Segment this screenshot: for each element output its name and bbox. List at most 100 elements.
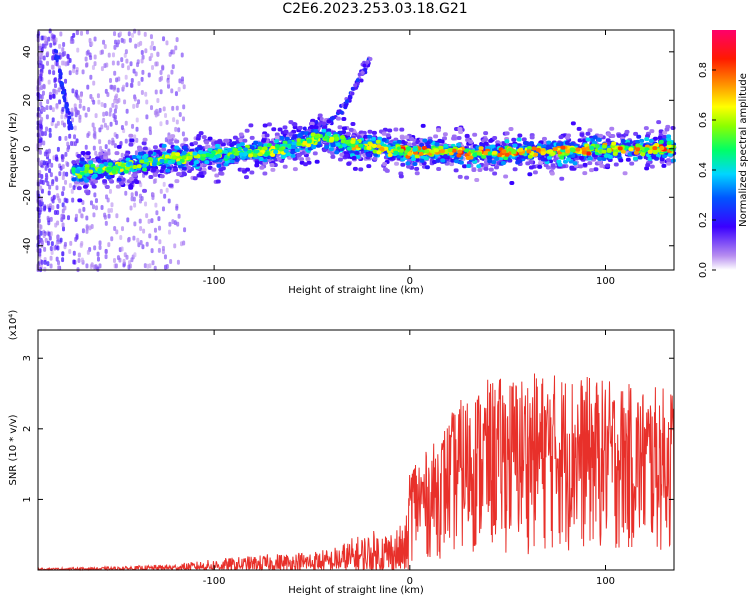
spectrogram-noise-point xyxy=(113,44,117,50)
spectrogram-noise-point xyxy=(180,76,184,82)
spectrogram-ridge-point xyxy=(576,126,582,131)
snr-y-axis-label: SNR (10 * v/v) xyxy=(8,414,19,485)
spectrogram-ridge-point xyxy=(550,163,556,168)
spectrogram-noise-point xyxy=(85,224,89,230)
spectrogram-branch-point xyxy=(350,91,355,96)
spectrogram-noise-point xyxy=(64,151,68,157)
spectrogram-noise-point xyxy=(87,106,91,112)
spectrogram-ridge-point xyxy=(447,148,453,153)
spectrogram-ridge-point xyxy=(314,159,320,164)
spectrogram-ridge-point xyxy=(297,133,303,138)
spectrogram-noise-point xyxy=(163,193,167,199)
spectrogram-points xyxy=(36,28,677,273)
spectrogram-noise-point xyxy=(39,60,43,66)
spectrogram-ridge-point xyxy=(90,163,96,168)
spectrogram-noise-point xyxy=(61,222,65,228)
spectrogram-ridge-point xyxy=(151,162,157,167)
spectrogram-noise-point xyxy=(156,51,160,57)
spectrogram-noise-point xyxy=(183,227,187,233)
spectrogram-noise-point xyxy=(133,134,137,140)
spectrogram-ridge-point xyxy=(128,133,134,138)
spectrogram-noise-point xyxy=(120,152,124,158)
spectrogram-ridge-point xyxy=(664,127,670,132)
spectrogram-ridge-point xyxy=(645,134,651,139)
spectrogram-noise-point xyxy=(109,121,113,127)
spectrogram-noise-point xyxy=(116,255,120,261)
spectrogram-ridge-point xyxy=(546,140,552,145)
spectrogram-ridge-point xyxy=(516,137,522,142)
spectrogram-noise-point xyxy=(103,63,107,69)
spectrogram-noise-point xyxy=(84,144,88,150)
spectrogram-ridge-point xyxy=(589,168,595,173)
spectrogram-ridge-point xyxy=(409,137,415,142)
colorbar-gradient xyxy=(712,30,736,270)
spectrogram-ridge-point xyxy=(414,171,420,176)
spectrogram-ridge-point xyxy=(481,154,487,159)
spectrogram-noise-point xyxy=(46,181,50,187)
spectrogram-noise-point xyxy=(109,78,113,84)
spectrogram-ridge-point xyxy=(164,154,170,159)
spectrogram-ridge-point xyxy=(652,146,658,151)
spectrogram-noise-point xyxy=(60,114,64,120)
spectrogram-noise-point xyxy=(74,236,78,242)
spectrogram-noise-point xyxy=(39,206,43,212)
spectrogram-ridge-point xyxy=(405,161,411,166)
spectrogram-ridge-point xyxy=(243,175,249,180)
spectrogram-ridge-point xyxy=(633,150,639,155)
spectrogram-noise-point xyxy=(75,69,79,75)
spectrogram-noise-point xyxy=(81,69,85,75)
spectrogram-ridge-point xyxy=(173,167,179,172)
spectrogram-ridge-point xyxy=(601,149,607,154)
spectrogram-noise-point xyxy=(49,216,53,222)
spectrogram-ridge-point xyxy=(291,129,297,134)
spectrogram-ridge-point xyxy=(454,159,460,164)
spectrogram-ridge-point xyxy=(511,149,517,154)
spectrogram-noise-point xyxy=(84,112,88,118)
spectrogram-branch-point xyxy=(359,78,364,83)
spectrogram-noise-point xyxy=(78,103,82,109)
spectrogram-ridge-point xyxy=(137,151,143,156)
spectrogram-noise-point xyxy=(73,134,77,140)
spectrogram-noise-point xyxy=(158,239,162,245)
spectrogram-ridge-point xyxy=(382,161,388,166)
spectrogram-ridge-point xyxy=(345,131,351,136)
spectrogram-ridge-point xyxy=(200,156,206,161)
spectrogram-ridge-point xyxy=(257,141,263,146)
colorbar-tick-label: 0.8 xyxy=(698,62,709,78)
spectrogram-ridge-point xyxy=(412,147,418,152)
spectrogram-noise-point xyxy=(151,195,155,201)
spectrogram-noise-point xyxy=(43,43,47,49)
spectrogram-noise-point xyxy=(172,49,176,55)
spectrogram-ridge-point xyxy=(526,145,532,150)
spectrogram-noise-point xyxy=(162,181,166,187)
spectrogram-ridge-point xyxy=(597,156,603,161)
spectrogram-ridge-point xyxy=(290,150,296,155)
spectrogram-noise-point xyxy=(172,117,176,123)
spectrogram-noise-point xyxy=(165,40,169,46)
spectrogram-noise-point xyxy=(92,99,96,105)
spectrogram-noise-point xyxy=(56,193,60,199)
spectrogram-ridge-point xyxy=(91,184,97,189)
spectrogram-ridge-point xyxy=(578,164,584,169)
spectrogram-noise-point xyxy=(53,209,57,215)
spectrogram-noise-point xyxy=(45,126,49,132)
spectrogram-noise-point xyxy=(69,141,73,147)
spectrogram-noise-point xyxy=(130,196,134,202)
spectrogram-ridge-point xyxy=(269,163,275,168)
spectrogram-ridge-point xyxy=(453,168,459,173)
spectrogram-noise-point xyxy=(129,205,133,211)
spectrogram-ridge-point xyxy=(400,162,406,167)
spectrogram-ridge-point xyxy=(629,161,635,166)
spectrogram-noise-point xyxy=(73,125,77,131)
spectrogram-noise-point xyxy=(48,235,52,241)
spectrogram-ridge-point xyxy=(136,164,142,169)
spectrogram-ridge-point xyxy=(330,143,336,148)
spectrogram-ridge-point xyxy=(540,148,546,153)
spectrogram-noise-point xyxy=(182,240,186,246)
spectrogram-noise-point xyxy=(93,245,97,251)
spectrogram-noise-point xyxy=(93,36,97,42)
spectrogram-ridge-point xyxy=(278,147,284,152)
spectrogram-noise-point xyxy=(100,205,104,211)
spectrogram-noise-point xyxy=(38,149,42,155)
spectrogram-ridge-point xyxy=(400,140,406,145)
